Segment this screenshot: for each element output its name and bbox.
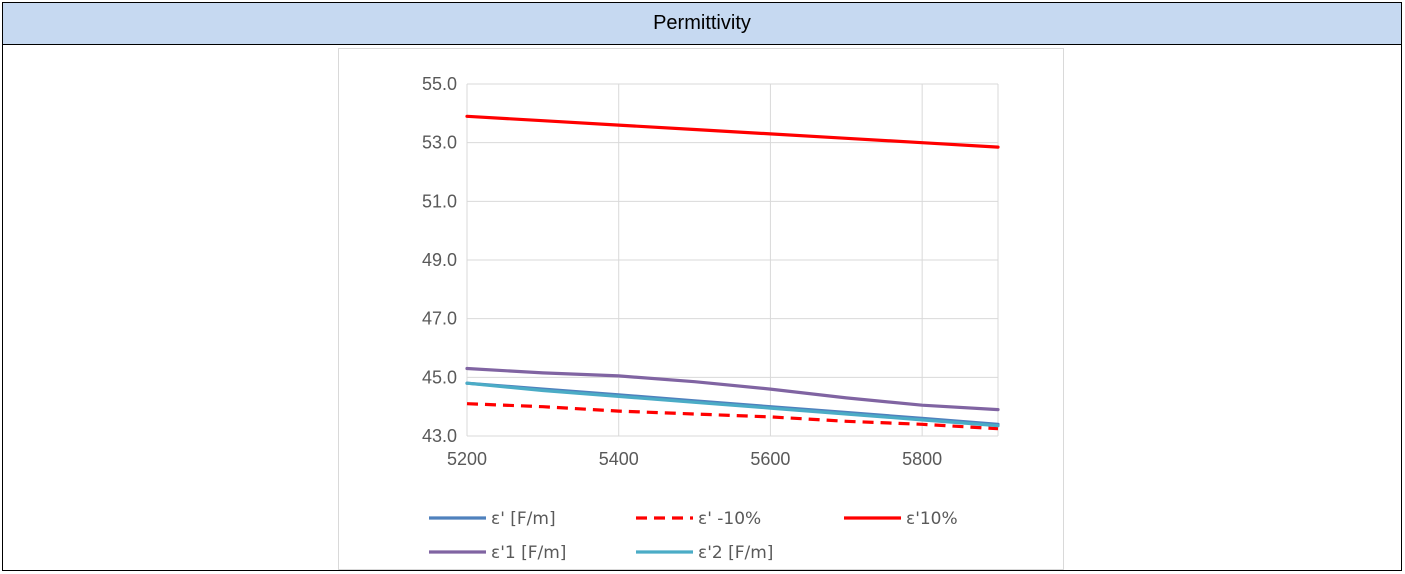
y-tick-label: 51.0 [422,191,457,211]
y-tick-label: 43.0 [422,426,457,446]
legend-label-4: ε'2 [F/m] [698,543,773,563]
legend-label-1: ε' -10% [698,509,761,529]
series-line-4 [465,381,1000,428]
legend-label-0: ε' [F/m] [491,509,556,529]
x-tick-label: 5400 [599,449,639,469]
series-line-3 [465,366,1000,412]
series-line-1 [466,402,999,431]
y-axis-ticks: 55.0 53.0 51.0 49.0 47.0 45.0 43.0 [422,74,457,446]
x-axis-ticks: 5200 5400 5600 5800 [447,449,942,469]
legend-label-3: ε'1 [F/m] [491,543,566,563]
x-tick-label: 5800 [902,449,942,469]
y-tick-label: 49.0 [422,250,457,270]
series-lines [465,114,1000,431]
legend-label-2: ε'10% [906,509,958,529]
y-tick-label: 53.0 [422,133,457,153]
chart-frame: 55.0 53.0 51.0 49.0 47.0 45.0 43.0 5200 5400 560… [338,48,1064,570]
series-line-2 [465,114,1000,149]
y-tick-label: 55.0 [422,74,457,94]
x-tick-label: 5600 [750,449,790,469]
grid [466,83,999,437]
x-tick-label: 5200 [447,449,487,469]
y-tick-label: 47.0 [422,309,457,329]
permittivity-chart: 55.0 53.0 51.0 49.0 47.0 45.0 43.0 5200 5400 560… [422,74,1000,563]
section-title: Permittivity [3,3,1401,45]
legend: ε' [F/m] ε' -10% ε'10% ε'1 [F/m] ε'2 [F/m] [429,509,958,563]
y-tick-label: 45.0 [422,367,457,387]
